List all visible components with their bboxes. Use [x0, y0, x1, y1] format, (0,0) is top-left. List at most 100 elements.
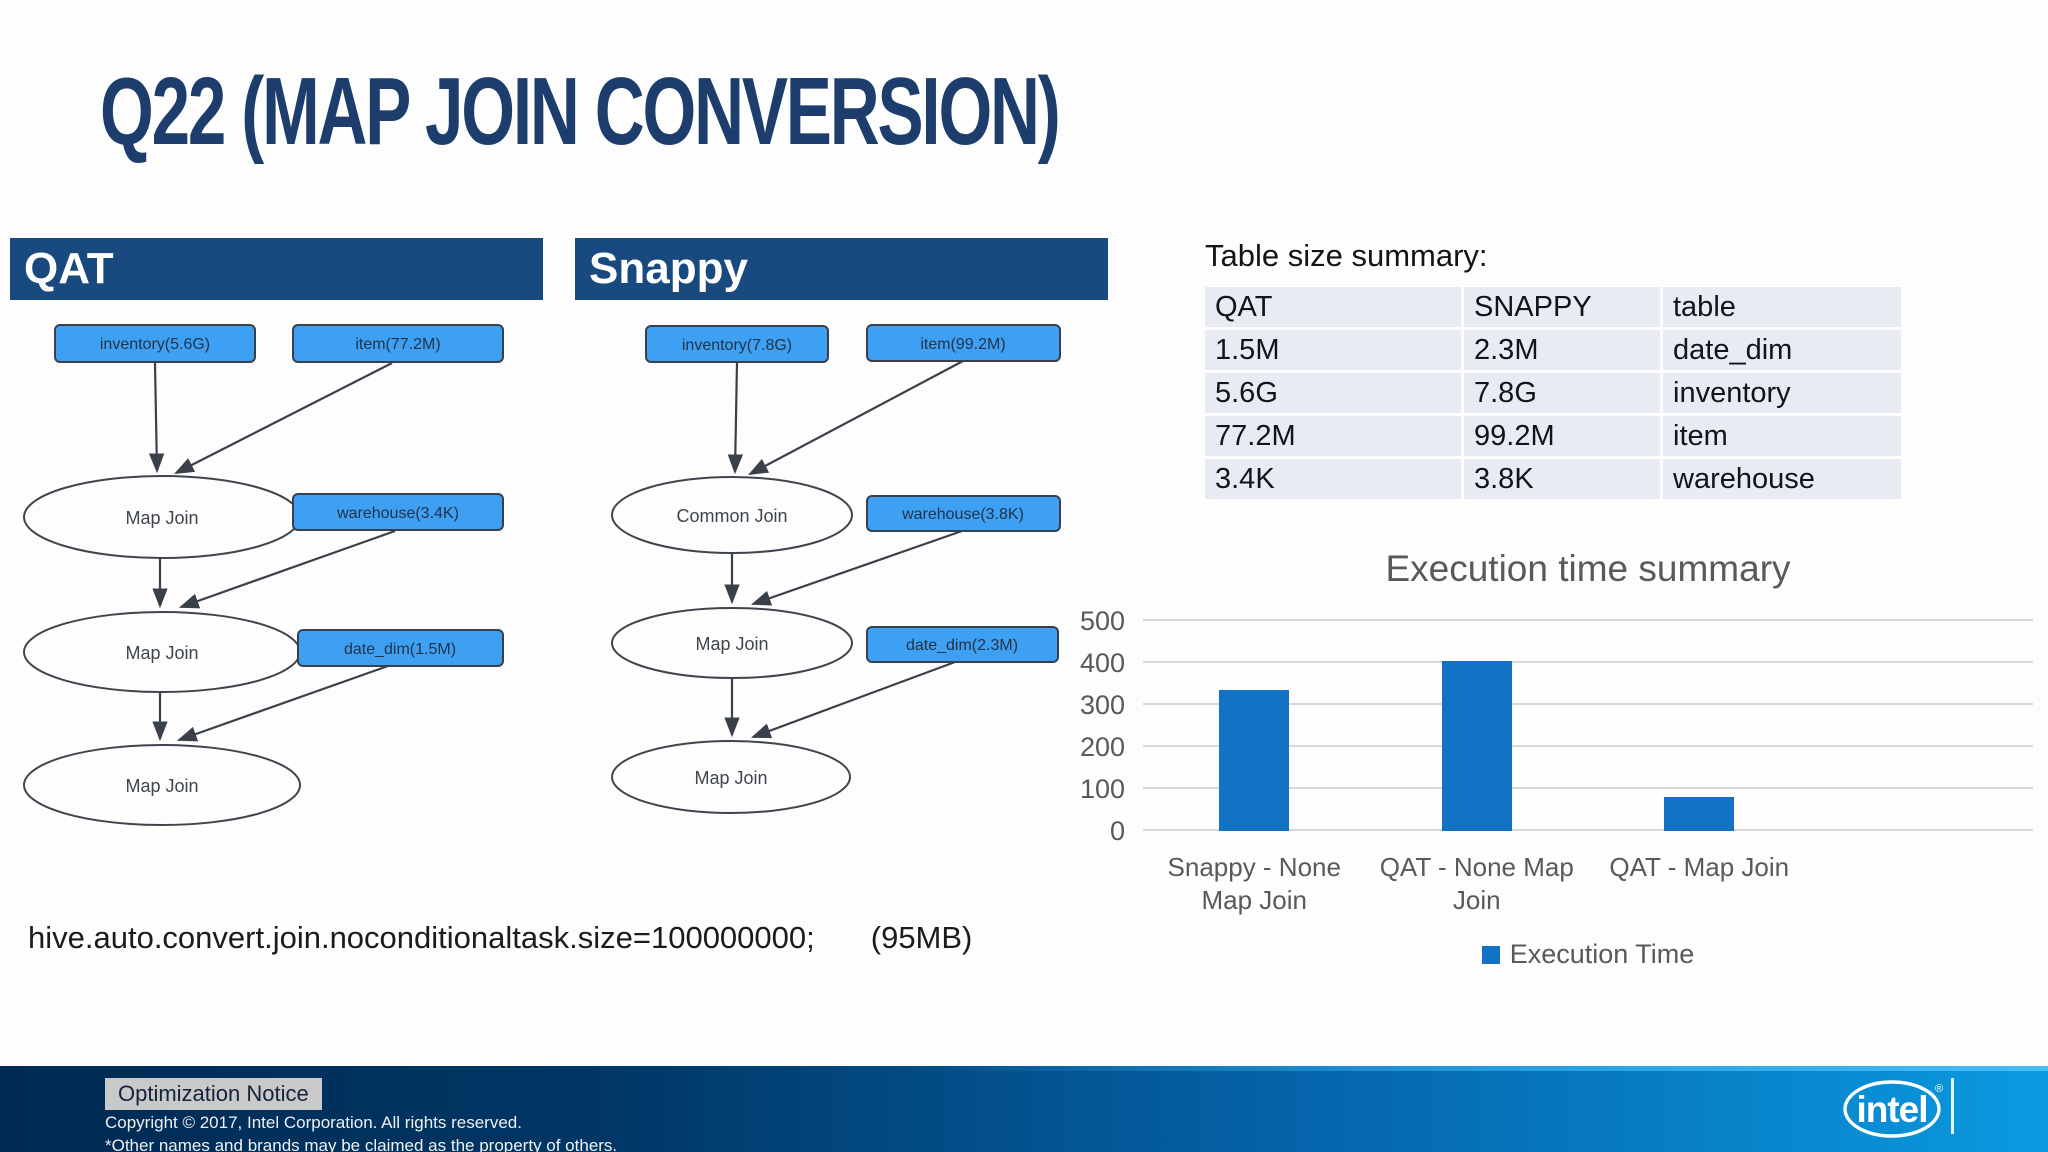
chart-legend: Execution Time	[1143, 939, 2033, 970]
snappy-node-datedim-label: date_dim(2.3M)	[906, 637, 1018, 654]
y-gridline	[1143, 745, 2033, 747]
snappy-node-item-label: item(99.2M)	[920, 336, 1005, 353]
snappy-panel-title: Snappy	[589, 244, 748, 293]
qat-node-warehouse	[292, 493, 504, 531]
table-header-snappy: SNAPPY	[1464, 287, 1660, 327]
y-tick-label: 500	[1079, 606, 1125, 636]
table-cell: 99.2M	[1464, 416, 1660, 456]
snappy-node-join2	[611, 607, 853, 679]
qat-diagram: inventory(5.6G) item(77.2M) Map Join war…	[23, 324, 504, 826]
table-cell: 3.8K	[1464, 459, 1660, 499]
table-cell: item	[1663, 416, 1901, 456]
y-gridline	[1143, 787, 2033, 789]
y-tick-label: 100	[1079, 774, 1125, 804]
table-cell: warehouse	[1663, 459, 1901, 499]
snappy-diagram: inventory(7.8G) item(99.2M) Common Join …	[611, 324, 1061, 814]
edge-item-join1	[174, 362, 393, 474]
page-title: Q22 (MAP JOIN CONVERSION)	[100, 58, 1061, 165]
edge-inventory-join1	[727, 361, 744, 475]
hive-config-note: (95MB)	[870, 920, 973, 955]
bar-0	[1219, 690, 1290, 831]
y-gridline	[1143, 619, 2033, 621]
table-cell: inventory	[1663, 373, 1901, 413]
y-gridline	[1143, 703, 2033, 705]
bar-2	[1664, 797, 1735, 831]
snappy-node-datedim	[866, 626, 1059, 663]
edge-warehouse-join2	[178, 529, 396, 609]
y-tick-label: 200	[1079, 732, 1125, 762]
table-cell: 5.6G	[1205, 373, 1461, 413]
table-header-table: table	[1663, 287, 1901, 327]
qat-node-join2-label: Map Join	[125, 643, 198, 663]
snappy-node-join3	[611, 740, 851, 814]
snappy-node-warehouse-label: warehouse(3.8K)	[901, 506, 1024, 523]
qat-node-inventory-label: inventory(5.6G)	[100, 336, 210, 353]
edge-datedim-join3	[750, 660, 956, 739]
footer-highlight	[921, 1066, 2048, 1071]
chart-x-labels: Snappy - None Map Join QAT - None Map Joi…	[1143, 851, 2033, 923]
optimization-notice-badge: Optimization Notice	[105, 1078, 322, 1110]
y-tick-label: 300	[1079, 690, 1125, 720]
edge-datedim-join3	[176, 664, 389, 742]
intel-logo-registered: ®	[1935, 1083, 1943, 1095]
x-category-label: Snappy - None Map Join	[1167, 852, 1341, 915]
table-summary: QAT SNAPPY table 1.5M 2.3M date_dim 5.6G…	[1202, 284, 1904, 502]
chart-title: Execution time summary	[1385, 548, 1791, 589]
intel-logo-text: intel	[1856, 1089, 1927, 1130]
hive-config-line: hive.auto.convert.join.noconditionaltask…	[28, 920, 972, 956]
table-header-qat: QAT	[1205, 287, 1461, 327]
table-cell: 77.2M	[1205, 416, 1461, 456]
qat-node-join1-label: Map Join	[125, 508, 198, 528]
qat-node-datedim	[297, 629, 504, 667]
hive-config-text: hive.auto.convert.join.noconditionaltask…	[28, 920, 815, 955]
qat-panel-title: QAT	[24, 244, 114, 293]
snappy-node-join2-label: Map Join	[695, 634, 768, 654]
edge-warehouse-join2	[750, 529, 963, 606]
snappy-node-join1	[611, 476, 853, 554]
chart-y-axis: 0 100 200 300 400 500	[1070, 606, 1125, 846]
table-cell: 2.3M	[1464, 330, 1660, 370]
table-row: 1.5M 2.3M date_dim	[1205, 330, 1901, 370]
qat-node-datedim-label: date_dim(1.5M)	[344, 641, 456, 658]
snappy-node-join1-label: Common Join	[676, 506, 787, 526]
y-tick-label: 400	[1079, 648, 1125, 678]
qat-node-join3	[23, 744, 301, 826]
qat-panel-header: QAT	[10, 238, 543, 300]
footer-divider	[1951, 1078, 1954, 1134]
footer: Optimization Notice Copyright © 2017, In…	[0, 1066, 2048, 1152]
snappy-node-inventory-label: inventory(7.8G)	[682, 337, 792, 354]
y-gridline	[1143, 661, 2033, 663]
qat-node-item	[292, 324, 504, 363]
x-category-label: QAT - None Map Join	[1379, 852, 1574, 915]
qat-node-inventory	[54, 324, 256, 363]
snappy-panel-header: Snappy	[575, 238, 1108, 300]
table-row: 77.2M 99.2M item	[1205, 416, 1901, 456]
execution-time-chart: Execution time summary 0 100 200 300 400 500 …	[1070, 548, 2048, 993]
table-cell: date_dim	[1663, 330, 1901, 370]
table-cell: 3.4K	[1205, 459, 1461, 499]
legend-label: Execution Time	[1509, 939, 1695, 969]
edge-item-join1	[748, 360, 964, 476]
chart-plot	[1143, 619, 2033, 831]
x-category-label: QAT - Map Join	[1609, 852, 1790, 882]
table-row: 3.4K 3.8K warehouse	[1205, 459, 1901, 499]
snappy-node-inventory	[645, 325, 829, 363]
y-gridline	[1143, 829, 2033, 831]
legend-swatch-icon	[1481, 945, 1500, 964]
table-cell: 7.8G	[1464, 373, 1660, 413]
qat-node-item-label: item(77.2M)	[355, 336, 440, 353]
y-tick-label: 0	[1109, 816, 1125, 846]
table-summary-title: Table size summary:	[1205, 238, 1488, 273]
snappy-node-item	[866, 324, 1061, 362]
snappy-node-join3-label: Map Join	[694, 768, 767, 788]
trademark-text: *Other names and brands may be claimed a…	[105, 1136, 618, 1152]
qat-node-warehouse-label: warehouse(3.4K)	[336, 505, 459, 522]
bar-1	[1441, 660, 1512, 831]
copyright-text: Copyright © 2017, Intel Corporation. All…	[105, 1113, 522, 1132]
snappy-node-warehouse	[866, 495, 1061, 532]
qat-node-join3-label: Map Join	[125, 776, 198, 796]
edge-inventory-join1	[148, 362, 165, 474]
intel-logo: intel ®	[1843, 1080, 1943, 1138]
table-row: 5.6G 7.8G inventory	[1205, 373, 1901, 413]
